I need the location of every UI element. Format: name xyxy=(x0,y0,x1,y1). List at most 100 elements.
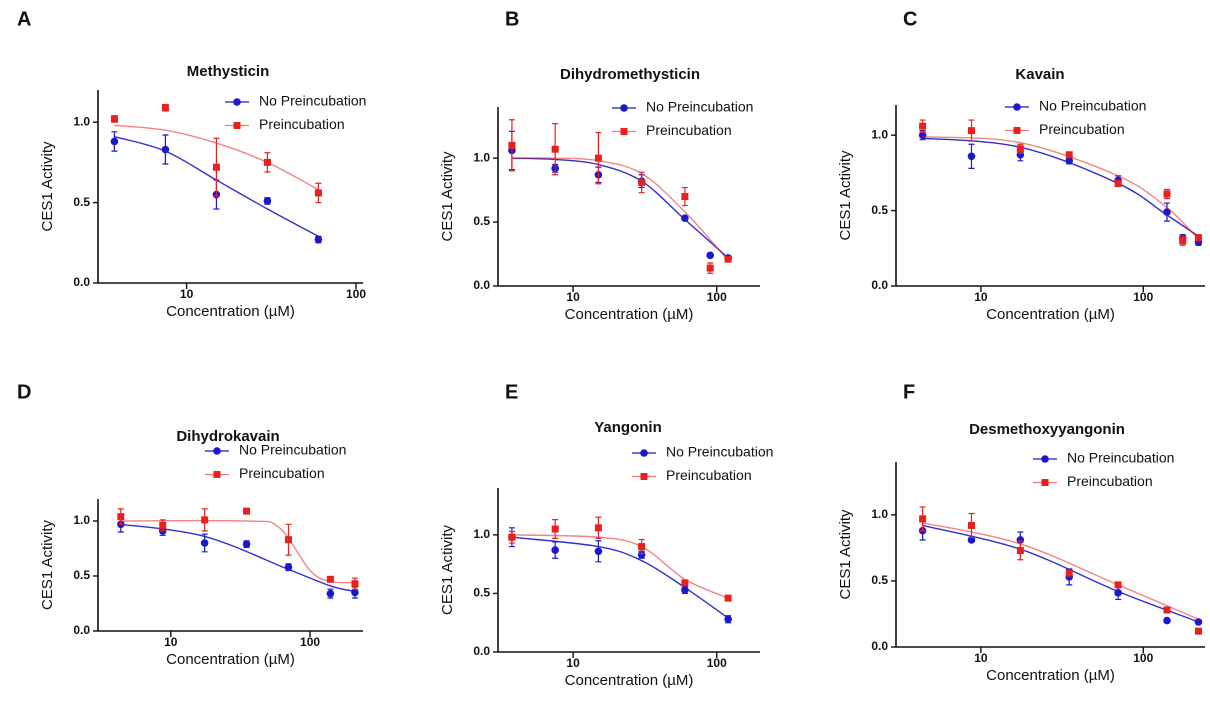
data-point xyxy=(1114,179,1122,187)
chart-title: Yangonin xyxy=(594,419,662,436)
legend-label: No Preincubation xyxy=(646,99,753,115)
legend-marker xyxy=(233,98,241,106)
legend-marker xyxy=(233,122,241,129)
x-tick-label: 100 xyxy=(1133,290,1153,304)
legend-marker xyxy=(620,128,628,135)
data-point xyxy=(314,189,322,197)
y-tick-label: 0.5 xyxy=(473,214,490,228)
x-axis-label: Concentration (µM) xyxy=(166,303,295,320)
data-point xyxy=(326,589,335,598)
data-point xyxy=(1114,589,1122,597)
x-axis-label: Concentration (µM) xyxy=(565,306,694,323)
data-point xyxy=(117,513,125,521)
y-tick-label: 1.0 xyxy=(473,150,490,164)
data-point xyxy=(200,539,209,547)
data-point xyxy=(1163,606,1171,614)
data-point xyxy=(1179,237,1187,245)
fit-curve xyxy=(511,534,729,599)
y-tick-label: 0.0 xyxy=(73,623,90,637)
data-point xyxy=(1163,208,1171,216)
data-point xyxy=(681,579,689,587)
data-point xyxy=(637,550,646,559)
data-point xyxy=(1016,547,1024,555)
x-axis-label: Concentration (µM) xyxy=(986,667,1115,684)
data-point xyxy=(551,145,559,153)
x-tick-label: 10 xyxy=(566,656,580,670)
legend-marker xyxy=(1013,103,1021,111)
data-point xyxy=(551,546,559,554)
fit-curve xyxy=(511,157,729,259)
x-tick-label: 100 xyxy=(300,635,320,649)
data-point xyxy=(594,524,602,532)
data-point xyxy=(638,178,646,186)
data-point xyxy=(161,145,170,154)
data-point xyxy=(1194,618,1203,626)
data-point xyxy=(967,152,976,161)
panel: B Dihydromethysticin Concentration (µM) CES… xyxy=(439,8,760,323)
y-tick-label: 0.5 xyxy=(73,568,90,582)
data-point xyxy=(1065,151,1073,159)
data-point xyxy=(1194,627,1202,635)
data-point xyxy=(919,122,927,130)
x-tick-label: 10 xyxy=(180,287,194,301)
data-point xyxy=(161,104,169,112)
legend-label: No Preincubation xyxy=(239,442,346,458)
panel-label: A xyxy=(17,8,31,30)
panel: C Kavain Concentration (µM) CES1 Activity 0.… xyxy=(837,8,1205,323)
legend-marker xyxy=(1041,455,1049,463)
data-point xyxy=(1194,234,1202,242)
y-tick-label: 0.0 xyxy=(73,275,90,289)
x-axis-label: Concentration (µM) xyxy=(986,306,1115,323)
data-point xyxy=(110,115,118,123)
legend-label: No Preincubation xyxy=(1039,98,1146,114)
data-point xyxy=(724,255,732,263)
panel: F Desmethoxyyangonin Concentration (µM) CES… xyxy=(837,381,1205,684)
panel-label: C xyxy=(903,8,917,30)
data-point xyxy=(681,214,689,223)
fit-curve xyxy=(511,157,729,261)
legend-marker xyxy=(1013,127,1021,134)
legend-label: No Preincubation xyxy=(1067,450,1174,466)
chart-title: Kavain xyxy=(1015,66,1064,83)
data-point xyxy=(351,580,359,588)
legend-label: Preincubation xyxy=(259,116,345,132)
data-point xyxy=(1163,190,1171,198)
fit-curve xyxy=(120,523,356,593)
legend-label: Preincubation xyxy=(1039,121,1125,137)
data-point xyxy=(1065,157,1074,165)
data-point xyxy=(314,235,323,244)
legend-marker xyxy=(640,449,648,457)
data-point xyxy=(201,516,209,524)
data-point xyxy=(967,521,975,529)
legend-label: No Preincubation xyxy=(259,93,366,109)
y-axis-label: CES1 Activity xyxy=(439,524,456,615)
data-point xyxy=(284,536,292,544)
chart-title: Desmethoxyyangonin xyxy=(969,421,1125,438)
x-tick-label: 100 xyxy=(707,656,727,670)
data-point xyxy=(263,158,271,166)
y-tick-label: 0.0 xyxy=(473,644,490,658)
fit-curve xyxy=(120,519,355,584)
y-tick-label: 0.0 xyxy=(473,278,490,292)
y-axis-label: CES1 Activity xyxy=(837,150,854,241)
legend-label: Preincubation xyxy=(666,467,752,483)
data-point xyxy=(508,533,516,541)
y-tick-label: 0.5 xyxy=(871,203,888,217)
data-point xyxy=(706,264,714,272)
panel-label: E xyxy=(505,381,518,403)
data-point xyxy=(1016,145,1024,153)
fit-curve xyxy=(922,522,1199,620)
data-point xyxy=(1065,569,1073,577)
legend-marker xyxy=(620,104,628,112)
panel: A Methysticin Concentration (µM) CES1 Activ… xyxy=(17,8,366,320)
x-tick-label: 10 xyxy=(974,651,988,665)
fit-curve xyxy=(922,524,1199,623)
y-tick-label: 0.0 xyxy=(871,639,888,653)
data-point xyxy=(706,251,714,260)
chart-title: Dihydrokavain xyxy=(176,428,279,445)
y-tick-label: 0.5 xyxy=(73,195,90,209)
fit-curve xyxy=(922,137,1199,237)
x-tick-label: 100 xyxy=(707,290,727,304)
data-point xyxy=(212,163,220,171)
